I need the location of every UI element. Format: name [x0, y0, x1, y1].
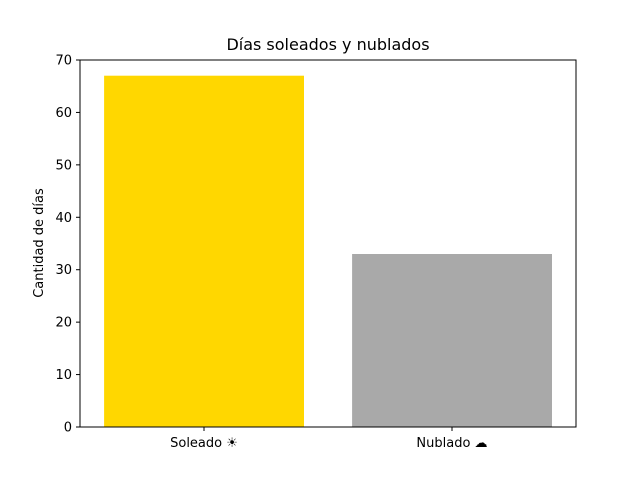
bars-group — [104, 75, 552, 427]
bar-soleado — [104, 75, 304, 427]
y-tick-label: 20 — [55, 316, 72, 331]
y-tick-label: 70 — [55, 54, 72, 69]
y-tick-label: 60 — [55, 106, 72, 121]
y-tick-label: 0 — [64, 421, 72, 436]
y-axis-label: Cantidad de días — [32, 188, 47, 298]
y-tick-label: 50 — [55, 158, 72, 173]
y-tick-label: 40 — [55, 211, 72, 226]
y-tick-label: 10 — [55, 368, 72, 383]
y-axis-ticks: 0 10 20 30 40 50 60 70 — [55, 54, 80, 436]
x-tick-label: Nublado ☁ — [416, 436, 487, 451]
y-tick-label: 30 — [55, 263, 72, 278]
bar-nublado — [352, 254, 552, 427]
x-axis-ticks: Soleado ☀ Nublado ☁ — [170, 427, 488, 451]
x-tick-label: Soleado ☀ — [170, 436, 238, 451]
plot-frame — [79, 59, 577, 428]
chart-title: Días soleados y nublados — [226, 35, 429, 54]
